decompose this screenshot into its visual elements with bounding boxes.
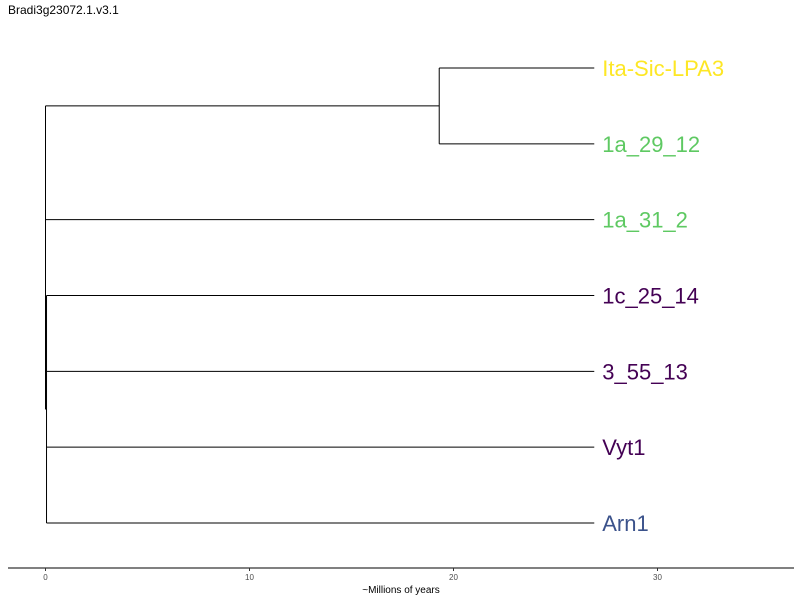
tip-label: 1c_25_14 — [602, 283, 699, 308]
x-ticks: 0 10 20 30 — [43, 568, 662, 582]
tip-label: 1a_29_12 — [602, 132, 700, 157]
x-axis: 0 10 20 30 ~Millions of years — [8, 567, 794, 596]
tip-label: Vyt1 — [602, 435, 645, 460]
chart-title: Bradi3g23072.1.v3.1 — [8, 3, 119, 17]
x-tick-label: 10 — [245, 573, 254, 582]
x-tick-label: 20 — [449, 573, 458, 582]
branches — [45, 67, 595, 524]
tip-label: 1a_31_2 — [602, 208, 688, 233]
tip-label: Arn1 — [602, 511, 648, 536]
x-tick-label: 0 — [43, 573, 48, 582]
tip-label: 3_55_13 — [602, 359, 688, 384]
x-tick-label: 30 — [653, 573, 662, 582]
tip-labels: Ita-Sic-LPA3 1a_29_12 1a_31_2 1c_25_14 3_55_… — [602, 56, 724, 536]
tip-label: Ita-Sic-LPA3 — [602, 56, 724, 81]
x-axis-label: ~Millions of years — [362, 585, 440, 596]
